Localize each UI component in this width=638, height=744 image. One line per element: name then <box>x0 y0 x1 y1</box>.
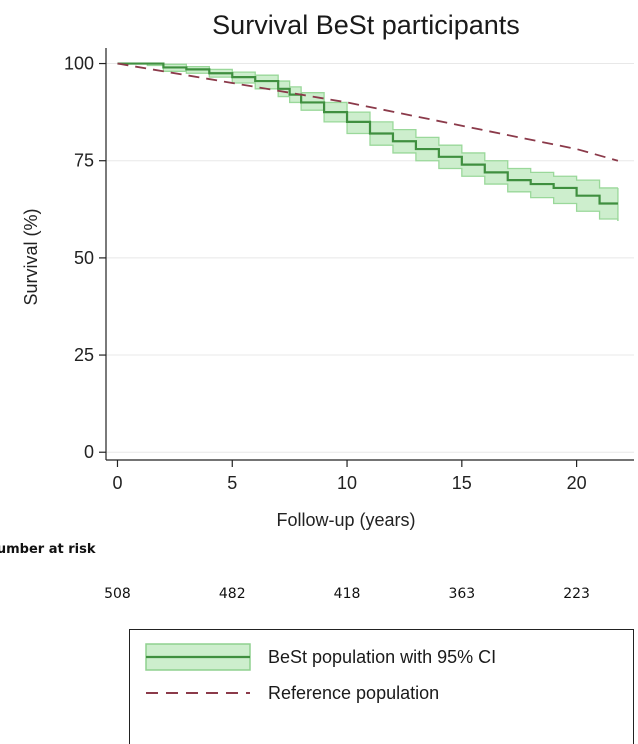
number-at-risk-value: 223 <box>563 586 590 602</box>
legend-item-reference: Reference population <box>130 678 635 708</box>
legend-item-best: BeSt population with 95% CI <box>130 642 635 672</box>
number-at-risk-value: 363 <box>448 586 476 602</box>
reference-survival-line <box>117 62 619 162</box>
number-at-risk-value: 482 <box>218 586 246 602</box>
chart-title: Survival BeSt participants <box>212 10 520 40</box>
x-tick-label-4: 20 <box>567 473 587 493</box>
number-at-risk-value: 418 <box>333 586 361 602</box>
x-tick-label-1: 5 <box>227 473 237 493</box>
y-tick-label-3: 75 <box>74 151 94 171</box>
gridlines <box>106 63 634 453</box>
x-ticks: 0 5 10 15 20 <box>112 460 587 493</box>
number-at-risk-title: Number at risk <box>0 542 96 557</box>
x-tick-label-3: 15 <box>452 473 472 493</box>
best-survival-line <box>117 62 618 205</box>
legend-label-best: BeSt population with 95% CI <box>268 646 497 667</box>
legend-swatch-ci <box>145 643 251 671</box>
legend-swatch-dashed <box>146 692 250 694</box>
x-tick-label-0: 0 <box>112 473 122 493</box>
survival-chart: Survival BeSt participants 0 25 50 75 100 0 5… <box>21 10 634 530</box>
y-ticks: 0 25 50 75 100 <box>64 54 106 462</box>
y-axis-label: Survival (%) <box>21 208 41 305</box>
y-tick-label-2: 50 <box>74 248 94 268</box>
x-tick-label-2: 10 <box>337 473 357 493</box>
x-axis-label: Follow-up (years) <box>276 510 415 530</box>
y-tick-label-1: 25 <box>74 345 94 365</box>
y-tick-label-0: 0 <box>84 442 94 462</box>
ci-upper-line <box>117 62 618 189</box>
number-at-risk-value: 508 <box>104 586 131 602</box>
legend-label-reference: Reference population <box>268 682 440 703</box>
y-tick-label-4: 100 <box>64 54 94 74</box>
ci-band <box>117 63 618 221</box>
legend: BeSt population with 95% CI Reference po… <box>129 629 634 744</box>
